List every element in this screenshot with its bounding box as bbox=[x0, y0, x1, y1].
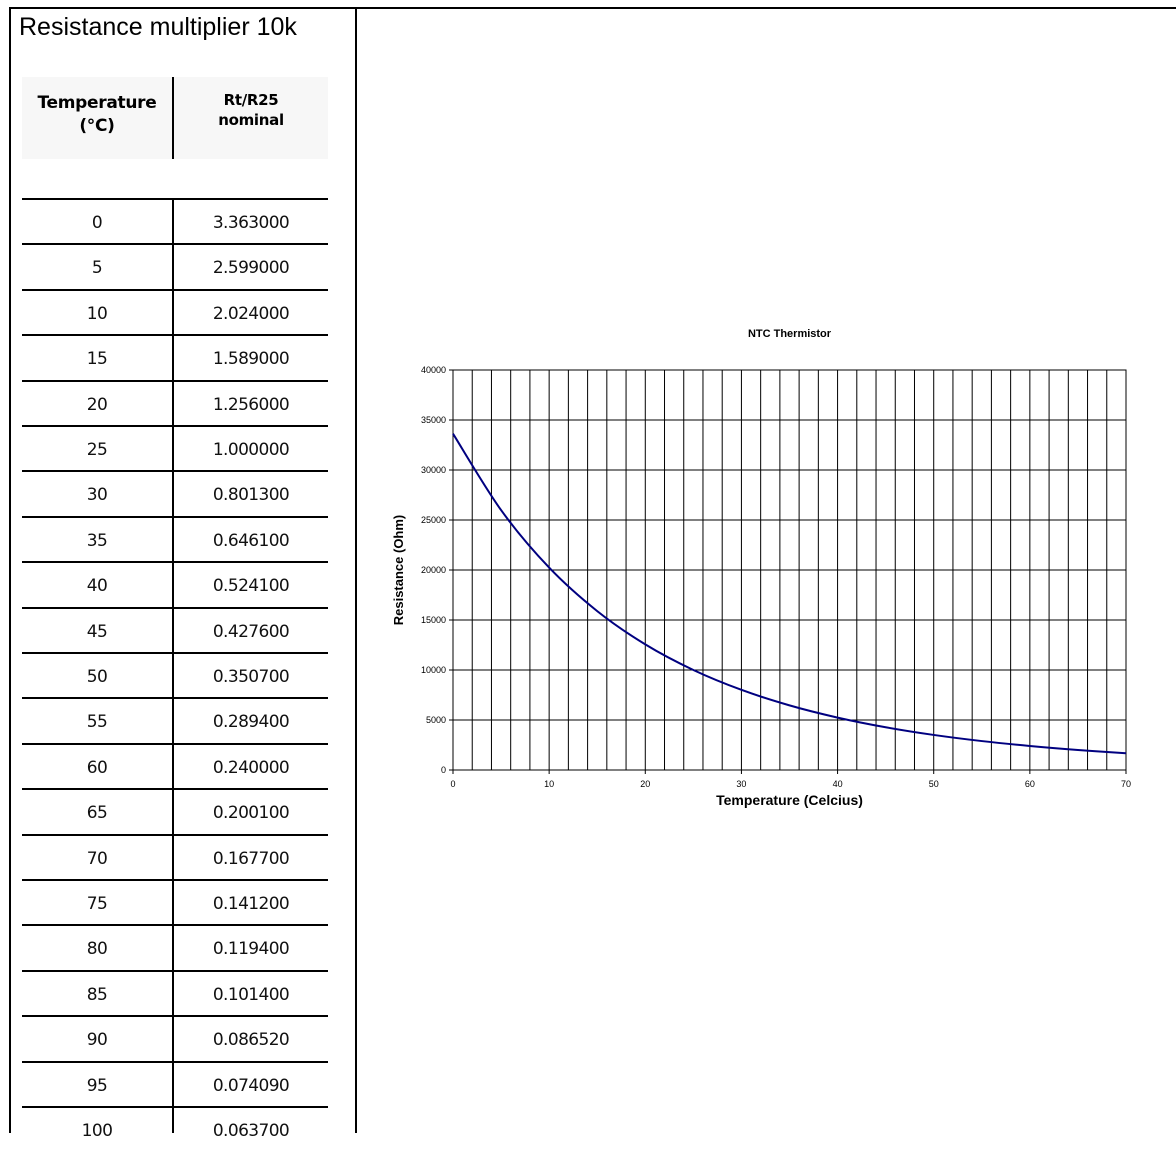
cell-temperature: 40 bbox=[86, 576, 108, 597]
y-tick-label: 40000 bbox=[421, 365, 446, 375]
table-row: 95 0.074090 bbox=[22, 1060, 328, 1106]
cell-temperature: 50 bbox=[86, 667, 108, 687]
cell-temperature: 20 bbox=[86, 394, 108, 415]
cell-temperature: 35 bbox=[86, 530, 108, 551]
table-row: 15 1.589000 bbox=[22, 334, 328, 379]
cell-temperature: 95 bbox=[86, 1075, 108, 1096]
cell-ratio: 0.801300 bbox=[212, 485, 290, 506]
cell-ratio: 1.256000 bbox=[212, 394, 290, 415]
chart-tick-labels: 0 10 20 30 40 50 60 70 0 5000 10000 15000 20000 25000… bbox=[421, 365, 1131, 789]
table-header-divider bbox=[172, 77, 174, 159]
cell-ratio: 2.599000 bbox=[212, 258, 290, 279]
table-row: 25 1.000000 bbox=[22, 425, 328, 470]
cell-temperature: 70 bbox=[86, 848, 108, 869]
frame-left-border bbox=[9, 7, 11, 1133]
x-tick-label: 20 bbox=[640, 779, 650, 789]
table-title: Resistance multiplier 10k bbox=[19, 13, 297, 41]
cell-temperature: 10 bbox=[86, 303, 108, 324]
table-row: 60 0.240000 bbox=[22, 742, 328, 788]
y-tick-label: 0 bbox=[441, 765, 446, 775]
table-row: 0 3.363000 bbox=[22, 198, 328, 243]
table-row: 70 0.167700 bbox=[22, 833, 328, 879]
table-row: 75 0.141200 bbox=[22, 879, 328, 924]
cell-temperature: 45 bbox=[86, 621, 108, 642]
table-row: 50 0.350700 bbox=[22, 652, 328, 697]
cell-ratio: 0.086520 bbox=[212, 1030, 290, 1051]
table-row: 65 0.200100 bbox=[22, 788, 328, 833]
table-row: 85 0.101400 bbox=[22, 969, 328, 1015]
cell-ratio: 3.363000 bbox=[212, 213, 290, 233]
cell-temperature: 60 bbox=[86, 757, 108, 778]
cell-ratio: 0.240000 bbox=[212, 757, 290, 778]
cell-ratio: 0.200100 bbox=[212, 803, 290, 824]
table-row: 5 2.599000 bbox=[22, 243, 328, 288]
x-tick-label: 60 bbox=[1025, 779, 1035, 789]
cell-ratio: 0.119400 bbox=[212, 939, 290, 960]
x-tick-label: 0 bbox=[450, 779, 455, 789]
x-tick-label: 10 bbox=[544, 779, 554, 789]
y-tick-label: 25000 bbox=[421, 515, 446, 525]
cell-temperature: 85 bbox=[86, 984, 108, 1005]
cell-ratio: 0.074090 bbox=[212, 1075, 290, 1096]
x-tick-label: 70 bbox=[1121, 779, 1131, 789]
cell-ratio: 2.024000 bbox=[212, 303, 290, 324]
cell-temperature: 90 bbox=[86, 1030, 108, 1051]
cell-ratio: 0.524100 bbox=[212, 576, 290, 597]
ntc-thermistor-chart: 0 10 20 30 40 50 60 70 0 5000 10000 15000 20000 25000… bbox=[391, 328, 1131, 808]
cell-temperature: 75 bbox=[86, 894, 108, 914]
table-column-divider bbox=[172, 198, 174, 1133]
cell-ratio: 0.063700 bbox=[212, 1121, 290, 1141]
cell-temperature: 65 bbox=[86, 803, 108, 824]
header-temperature: Temperature (°C) bbox=[37, 93, 157, 136]
cell-ratio: 0.646100 bbox=[212, 530, 290, 551]
y-axis-label: Resistance (Ohm) bbox=[391, 515, 406, 626]
cell-temperature: 55 bbox=[86, 712, 108, 733]
table-row: 35 0.646100 bbox=[22, 515, 328, 561]
y-tick-label: 10000 bbox=[421, 665, 446, 675]
y-tick-label: 15000 bbox=[421, 615, 446, 625]
cell-ratio: 1.589000 bbox=[212, 349, 290, 370]
cell-temperature: 80 bbox=[86, 939, 108, 960]
x-tick-label: 40 bbox=[833, 779, 843, 789]
cell-temperature: 100 bbox=[81, 1121, 113, 1141]
table-row: 40 0.524100 bbox=[22, 561, 328, 606]
cell-ratio: 0.427600 bbox=[212, 621, 290, 642]
table-row: 45 0.427600 bbox=[22, 606, 328, 652]
chart-grid bbox=[453, 370, 1126, 770]
cell-ratio: 0.289400 bbox=[212, 712, 290, 733]
y-tick-label: 35000 bbox=[421, 415, 446, 425]
cell-temperature: 25 bbox=[86, 440, 108, 460]
x-axis-label: Temperature (Celcius) bbox=[716, 792, 863, 808]
cell-ratio: 0.167700 bbox=[212, 848, 290, 869]
table-row: 20 1.256000 bbox=[22, 379, 328, 425]
frame-divider bbox=[355, 7, 357, 1133]
cell-ratio: 0.141200 bbox=[212, 894, 290, 914]
table-row: 55 0.289400 bbox=[22, 697, 328, 742]
y-tick-label: 20000 bbox=[421, 565, 446, 575]
x-tick-label: 50 bbox=[929, 779, 939, 789]
cell-temperature: 30 bbox=[86, 485, 108, 506]
x-tick-label: 30 bbox=[736, 779, 746, 789]
table-row: 30 0.801300 bbox=[22, 470, 328, 515]
table-row: 80 0.119400 bbox=[22, 924, 328, 969]
table-row: 90 0.086520 bbox=[22, 1015, 328, 1060]
table-row: 10 2.024000 bbox=[22, 288, 328, 334]
y-tick-label: 30000 bbox=[421, 465, 446, 475]
cell-temperature: 15 bbox=[86, 349, 108, 370]
cell-ratio: 1.000000 bbox=[212, 440, 290, 460]
resistance-curve bbox=[452, 433, 1127, 755]
cell-temperature: 5 bbox=[91, 258, 103, 279]
chart-title: NTC Thermistor bbox=[748, 328, 832, 340]
table-row: 100 0.063700 bbox=[22, 1106, 328, 1151]
header-ratio: Rt/R25 nominal bbox=[218, 91, 284, 129]
table-header bbox=[22, 77, 328, 159]
cell-ratio: 0.350700 bbox=[212, 667, 290, 687]
frame-top-border bbox=[9, 7, 1176, 9]
cell-temperature: 0 bbox=[91, 213, 103, 233]
cell-ratio: 0.101400 bbox=[212, 984, 290, 1005]
y-tick-label: 5000 bbox=[426, 715, 446, 725]
